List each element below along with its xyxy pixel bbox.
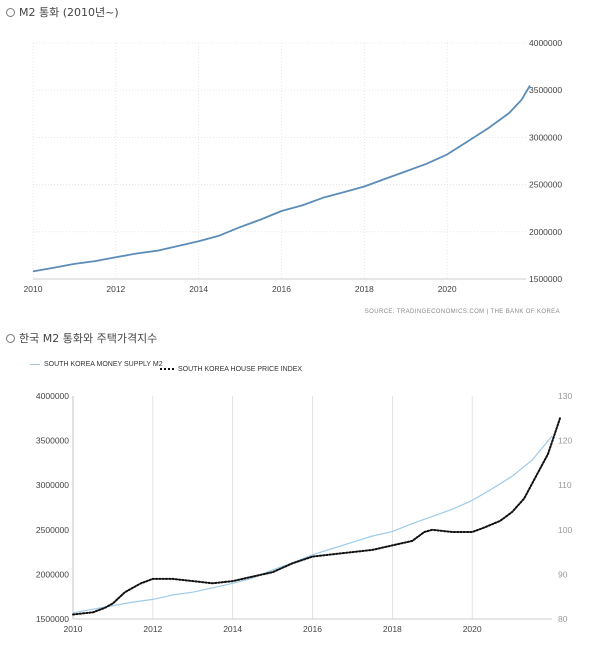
chart2-x-tick-label: 2016 (303, 624, 322, 634)
chart1-y-tick-label: 4000000 (529, 38, 562, 48)
chart1-x-tick-label: 2014 (189, 284, 208, 294)
chart1-y-tick-label: 3000000 (529, 132, 562, 142)
chart1-y-tick-label: 2500000 (529, 180, 562, 190)
chart2-y-right-tick-label: 120 (558, 436, 572, 446)
chart1-m2: 2010 2012 2014 2016 2018 2020 1500000 2000000 2… (24, 38, 563, 315)
legend-item-hpi: SOUTH KOREA HOUSE PRICE INDEX (160, 366, 302, 373)
legend-label-hpi: SOUTH KOREA HOUSE PRICE INDEX (178, 366, 303, 373)
chart1-x-axis: 2010 2012 2014 2016 2018 2020 (24, 284, 457, 294)
chart1-x-tick-label: 2018 (355, 284, 374, 294)
chart2-x-tick-label: 2010 (64, 624, 83, 634)
chart2-x-tick-label: 2020 (463, 624, 482, 634)
chart1-y-axis: 1500000 2000000 2500000 3000000 3500000 40000… (529, 38, 562, 284)
chart1-y-tick-label: 3500000 (529, 85, 562, 95)
chart2-series (72, 417, 561, 616)
chart2-m2-vs-hpi: 2010 2012 2014 2016 2018 2020 1500000 2000000 2… (36, 391, 573, 634)
chart2-title-text: 한국 M2 통화와 주택가격지수 (19, 332, 158, 345)
chart2-y-left-tick-label: 2000000 (36, 569, 69, 579)
chart2-y-right-tick-label: 90 (558, 569, 568, 579)
chart2-y-axis-left: 1500000 2000000 2500000 3000000 3500000 40000… (36, 391, 69, 624)
chart2-x-tick-label: 2018 (383, 624, 402, 634)
chart2-y-left-tick-label: 4000000 (36, 391, 69, 401)
legend-swatch-hpi (160, 368, 174, 371)
chart2-y-left-tick-label: 1500000 (36, 614, 69, 624)
chart1-x-tick-label: 2016 (272, 284, 291, 294)
chart1-x-tick-label: 2010 (24, 284, 43, 294)
chart1-title: M2 통화 (2010년~) (6, 4, 119, 20)
chart2-y-right-tick-label: 100 (558, 525, 572, 535)
circle-icon (6, 334, 15, 343)
chart1-x-tick-label: 2012 (106, 284, 125, 294)
chart2-hpi-line (72, 417, 561, 616)
chart1-y-tick-label: 1500000 (529, 274, 562, 284)
chart1-x-tick-label: 2020 (438, 284, 457, 294)
legend-swatch-m2 (30, 364, 40, 365)
chart1-m2-line (32, 85, 531, 273)
chart2-x-tick-label: 2012 (143, 624, 162, 634)
chart1-y-tick-label: 2000000 (529, 227, 562, 237)
circle-icon (6, 8, 15, 17)
chart2-title: 한국 M2 통화와 주택가격지수 (6, 330, 157, 346)
legend-item-m2: SOUTH KOREA MONEY SUPPLY M2 (30, 360, 174, 369)
chart2-x-axis: 2010 2012 2014 2016 2018 2020 (64, 624, 482, 634)
chart2-y-right-tick-label: 130 (558, 391, 572, 401)
chart2-y-left-tick-label: 3500000 (36, 436, 69, 446)
chart2-legend: SOUTH KOREA MONEY SUPPLY M2 SOUTH KOREA … (30, 360, 330, 384)
chart1-grid (32, 42, 526, 280)
chart1-title-text: M2 통화 (2010년~) (19, 6, 119, 19)
legend-label-m2: SOUTH KOREA MONEY SUPPLY M2 (44, 361, 163, 368)
chart1-series (32, 85, 531, 273)
chart2-y-left-tick-label: 3000000 (36, 480, 69, 490)
chart2-grid (72, 396, 552, 620)
chart2-m2-line (72, 435, 553, 614)
chart1-source: SOURCE: TRADINGECONOMICS.COM | THE BANK … (365, 309, 560, 315)
chart2-y-right-tick-label: 110 (558, 480, 572, 490)
chart2-y-left-tick-label: 2500000 (36, 525, 69, 535)
chart2-y-right-tick-label: 80 (558, 614, 568, 624)
chart2-x-tick-label: 2014 (223, 624, 242, 634)
chart2-y-axis-right: 80 90 100 110 120 130 (558, 391, 572, 624)
